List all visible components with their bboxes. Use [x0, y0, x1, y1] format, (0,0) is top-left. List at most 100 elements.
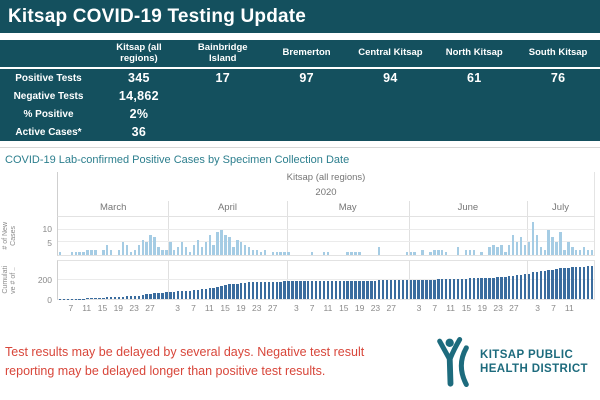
cumulative-bar — [389, 280, 393, 299]
cumulative-bar — [354, 280, 357, 299]
cumulative-bar — [586, 266, 590, 299]
cumulative-bar — [153, 293, 156, 299]
new-cases-bar — [496, 247, 499, 255]
cumulative-bar — [255, 282, 259, 299]
cumulative-bar — [208, 288, 211, 299]
cumulative-bar — [543, 271, 546, 299]
cumulative-bar — [484, 278, 487, 299]
day-tick-label: 27 — [145, 303, 155, 313]
month-separator — [527, 261, 528, 299]
new-cases-axis: # of New Cases 10 5 — [0, 216, 57, 256]
day-tick-label: 19 — [477, 303, 487, 313]
new-cases-axis-label: # of New Cases — [2, 222, 18, 250]
day-tick-label: 15 — [220, 303, 230, 313]
day-tick-label: 19 — [113, 303, 124, 313]
cumulative-bar — [149, 293, 152, 299]
cumulative-bar — [125, 296, 129, 299]
cumulative-bar — [385, 280, 389, 299]
row-label: Negative Tests — [13, 90, 84, 102]
cumulative-bar — [161, 292, 164, 299]
cumulative-bar — [133, 295, 137, 299]
new-cases-bar — [161, 249, 164, 255]
new-cases-bar — [283, 252, 286, 255]
cumulative-bar — [117, 297, 121, 299]
new-cases-bar — [145, 242, 148, 255]
new-cases-bar — [515, 242, 519, 255]
cumulative-bar — [173, 291, 176, 299]
cumulative-bar — [413, 280, 416, 299]
cumulative-bar — [200, 289, 204, 299]
new-cases-bar — [263, 249, 267, 255]
new-cases-bar — [208, 234, 211, 255]
new-cases-bar — [488, 247, 491, 255]
cumulative-bar — [535, 271, 539, 299]
new-cases-bar — [535, 234, 539, 255]
cumulative-bar — [366, 280, 369, 299]
cumulative-bar — [330, 281, 334, 299]
cumulative-bar — [504, 276, 507, 299]
gridline — [58, 279, 594, 280]
cumulative-bar — [196, 289, 200, 299]
new-cases-bar — [504, 252, 507, 255]
cumulative-bar — [121, 296, 125, 299]
day-axis: 7 11 15 19 23 27 3 7 11 15 19 23 27 3 7 11 15 19 23 27 3 7 11 1… — [57, 300, 595, 315]
new-cases-bar — [378, 247, 381, 255]
cumulative-bar — [110, 297, 113, 299]
month-separator — [408, 201, 410, 216]
cumulative-bar — [113, 297, 117, 299]
cumulative-bar — [137, 295, 140, 299]
cumulative-bar — [374, 280, 377, 299]
new-cases-bar — [354, 252, 357, 255]
y-tick-label: 0 — [47, 295, 52, 305]
new-cases-bar — [232, 247, 235, 255]
new-cases-bar — [102, 249, 105, 255]
new-cases-bar — [212, 244, 215, 255]
cumulative-bar — [334, 281, 338, 299]
day-tick-label: 11 — [82, 303, 92, 313]
cumulative-bar — [508, 276, 511, 299]
cumulative-bar — [240, 283, 243, 299]
new-cases-bar — [169, 242, 172, 255]
new-cases-bar — [180, 242, 184, 255]
new-cases-bar — [279, 252, 282, 255]
day-tick-label: 23 — [252, 303, 262, 313]
col-header-bremerton: Bremerton — [282, 47, 331, 59]
cumulative-bar — [180, 290, 184, 299]
y-tick-label: 10 — [42, 224, 52, 235]
cumulative-bar — [287, 281, 290, 299]
cumulative-bar — [464, 278, 468, 299]
new-cases-bar — [137, 244, 140, 255]
chart-title: COVID-19 Lab-confirmed Positive Cases by… — [5, 154, 350, 166]
col-header-central: Central Kitsap — [358, 47, 423, 59]
cumulative-bar — [496, 277, 499, 299]
new-cases-bar — [433, 249, 436, 255]
new-cases-bar — [590, 249, 594, 255]
cumulative-bar — [405, 280, 408, 299]
cell-value: 94 — [383, 71, 398, 85]
cumulative-bar — [378, 280, 381, 299]
new-cases-bar — [129, 252, 133, 255]
cumulative-bar — [500, 276, 503, 299]
month-separator — [408, 217, 410, 255]
cumulative-bar — [452, 279, 456, 299]
cumulative-bar — [393, 280, 397, 299]
cell-value: 17 — [215, 71, 230, 85]
cumulative-bar — [445, 279, 448, 299]
new-cases-bar — [531, 222, 535, 255]
cumulative-bar — [476, 278, 479, 299]
month-separator — [168, 217, 170, 255]
new-cases-bar — [117, 249, 121, 255]
cumulative-bar — [263, 281, 267, 299]
new-cases-bar — [165, 249, 168, 255]
new-cases-bar — [177, 247, 180, 255]
cumulative-bar — [326, 281, 330, 299]
col-header-south: South Kitsap — [528, 47, 588, 59]
col-header-bainbridge: Bainbridge Island — [197, 42, 248, 64]
chart-year-label: 2020 — [57, 187, 595, 201]
cumulative-bar — [244, 282, 247, 299]
cumulative-bar — [283, 281, 286, 299]
day-tick-label: 11 — [564, 303, 574, 313]
new-cases-bar — [445, 252, 448, 255]
month-separator — [286, 201, 288, 216]
